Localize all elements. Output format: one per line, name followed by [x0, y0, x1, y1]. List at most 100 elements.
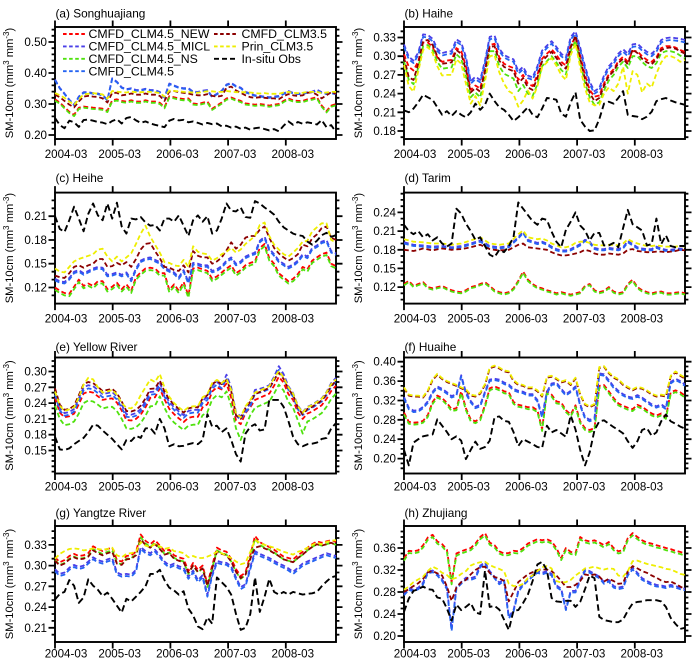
svg-text:2005-03: 2005-03: [447, 148, 490, 161]
svg-text:0.24: 0.24: [24, 601, 47, 614]
svg-text:(d) Tarim: (d) Tarim: [405, 171, 451, 185]
svg-text:2008-03: 2008-03: [621, 481, 664, 494]
svg-text:0.33: 0.33: [24, 539, 47, 552]
svg-text:0.32: 0.32: [373, 564, 396, 577]
svg-text:(e) Yellow River: (e) Yellow River: [56, 340, 138, 354]
svg-text:CMFD_CLM3.5: CMFD_CLM3.5: [242, 27, 328, 41]
svg-text:2004-03: 2004-03: [394, 148, 437, 161]
svg-text:0.30: 0.30: [24, 98, 47, 111]
svg-text:2006-03: 2006-03: [505, 648, 548, 661]
svg-text:2006-03: 2006-03: [156, 313, 199, 326]
svg-text:0.32: 0.32: [373, 395, 396, 408]
svg-text:2008-03: 2008-03: [272, 648, 315, 661]
svg-text:0.15: 0.15: [24, 445, 47, 458]
svg-text:0.30: 0.30: [24, 366, 47, 379]
svg-text:0.21: 0.21: [24, 622, 47, 635]
svg-text:In-situ Obs: In-situ Obs: [242, 52, 301, 66]
svg-text:0.28: 0.28: [373, 414, 396, 427]
svg-text:2004-03: 2004-03: [45, 648, 88, 661]
svg-text:0.24: 0.24: [373, 206, 396, 219]
svg-text:0.15: 0.15: [24, 258, 47, 271]
svg-text:0.36: 0.36: [373, 542, 396, 555]
svg-text:SM-10cm (mm3 mm-3): SM-10cm (mm3 mm-3): [2, 193, 16, 304]
svg-text:0.24: 0.24: [373, 88, 396, 101]
svg-text:0.21: 0.21: [373, 225, 396, 238]
svg-text:2004-03: 2004-03: [394, 648, 437, 661]
svg-text:2005-03: 2005-03: [98, 481, 141, 494]
svg-text:0.21: 0.21: [373, 106, 396, 119]
svg-text:0.27: 0.27: [24, 381, 47, 394]
svg-text:(g) Yangtze River: (g) Yangtze River: [56, 506, 147, 520]
svg-text:0.18: 0.18: [373, 125, 396, 138]
svg-text:2008-03: 2008-03: [621, 313, 664, 326]
svg-text:0.15: 0.15: [373, 262, 396, 275]
svg-text:0.21: 0.21: [24, 413, 47, 426]
svg-text:0.12: 0.12: [373, 281, 396, 294]
svg-text:CMFD_CLM4.5_MICL: CMFD_CLM4.5_MICL: [89, 40, 211, 54]
svg-text:2004-03: 2004-03: [45, 148, 88, 161]
svg-text:SM-10cm (mm3 mm-3): SM-10cm (mm3 mm-3): [351, 193, 365, 304]
svg-text:0.18: 0.18: [373, 244, 396, 257]
svg-text:(c) Heihe: (c) Heihe: [56, 171, 104, 185]
svg-text:0.18: 0.18: [24, 429, 47, 442]
svg-text:0.21: 0.21: [24, 210, 47, 223]
svg-text:2006-03: 2006-03: [505, 148, 548, 161]
svg-text:0.20: 0.20: [373, 453, 396, 466]
svg-text:2008-03: 2008-03: [621, 148, 664, 161]
svg-text:2006-03: 2006-03: [505, 313, 548, 326]
svg-text:0.12: 0.12: [24, 282, 47, 295]
svg-text:2006-03: 2006-03: [156, 148, 199, 161]
svg-text:SM-10cm (mm3 mm-3): SM-10cm (mm3 mm-3): [2, 529, 16, 640]
svg-text:CMFD_CLM4.5_NS: CMFD_CLM4.5_NS: [89, 52, 198, 66]
svg-text:2007-03: 2007-03: [214, 648, 257, 661]
svg-text:0.24: 0.24: [373, 608, 396, 621]
svg-text:2007-03: 2007-03: [214, 148, 257, 161]
svg-text:2004-03: 2004-03: [45, 313, 88, 326]
svg-text:2006-03: 2006-03: [156, 481, 199, 494]
svg-text:2007-03: 2007-03: [563, 313, 606, 326]
svg-text:2008-03: 2008-03: [272, 148, 315, 161]
svg-text:(a) Songhuajiang: (a) Songhuajiang: [56, 7, 146, 21]
svg-text:SM-10cm (mm3 mm-3): SM-10cm (mm3 mm-3): [351, 360, 365, 471]
svg-text:0.27: 0.27: [24, 580, 47, 593]
svg-text:SM-10cm (mm3 mm-3): SM-10cm (mm3 mm-3): [351, 529, 365, 640]
svg-text:0.20: 0.20: [373, 630, 396, 643]
svg-text:SM-10cm (mm3 mm-3): SM-10cm (mm3 mm-3): [351, 28, 365, 139]
svg-text:2007-03: 2007-03: [563, 148, 606, 161]
svg-text:0.40: 0.40: [373, 356, 396, 369]
svg-text:2005-03: 2005-03: [98, 648, 141, 661]
svg-text:2005-03: 2005-03: [447, 481, 490, 494]
svg-text:0.28: 0.28: [373, 586, 396, 599]
svg-text:(f) Huaihe: (f) Huaihe: [405, 340, 457, 354]
svg-text:CMFD_CLM4.5_NEW: CMFD_CLM4.5_NEW: [89, 27, 210, 41]
svg-text:0.40: 0.40: [24, 67, 47, 80]
svg-text:2004-03: 2004-03: [394, 481, 437, 494]
svg-text:0.24: 0.24: [24, 397, 47, 410]
svg-text:CMFD_CLM4.5: CMFD_CLM4.5: [89, 64, 175, 78]
svg-text:2007-03: 2007-03: [563, 481, 606, 494]
svg-text:0.30: 0.30: [24, 560, 47, 573]
svg-text:(b) Haihe: (b) Haihe: [405, 7, 454, 21]
svg-text:0.36: 0.36: [373, 375, 396, 388]
svg-text:2005-03: 2005-03: [98, 313, 141, 326]
svg-text:2007-03: 2007-03: [214, 313, 257, 326]
svg-text:2007-03: 2007-03: [214, 481, 257, 494]
svg-text:(h) Zhujiang: (h) Zhujiang: [405, 506, 468, 520]
svg-text:2005-03: 2005-03: [98, 148, 141, 161]
svg-text:2005-03: 2005-03: [447, 648, 490, 661]
svg-text:0.18: 0.18: [24, 234, 47, 247]
svg-text:2004-03: 2004-03: [45, 481, 88, 494]
svg-text:0.27: 0.27: [373, 69, 396, 82]
svg-text:0.30: 0.30: [373, 50, 396, 63]
svg-text:0.33: 0.33: [373, 32, 396, 45]
svg-text:0.24: 0.24: [373, 433, 396, 446]
svg-text:2006-03: 2006-03: [156, 648, 199, 661]
svg-text:2005-03: 2005-03: [447, 313, 490, 326]
svg-text:2006-03: 2006-03: [505, 481, 548, 494]
svg-text:2008-03: 2008-03: [272, 481, 315, 494]
svg-text:2004-03: 2004-03: [394, 313, 437, 326]
svg-text:Prin_CLM3.5: Prin_CLM3.5: [242, 40, 314, 54]
svg-text:2007-03: 2007-03: [563, 648, 606, 661]
svg-text:0.50: 0.50: [24, 36, 47, 49]
svg-text:2008-03: 2008-03: [621, 648, 664, 661]
